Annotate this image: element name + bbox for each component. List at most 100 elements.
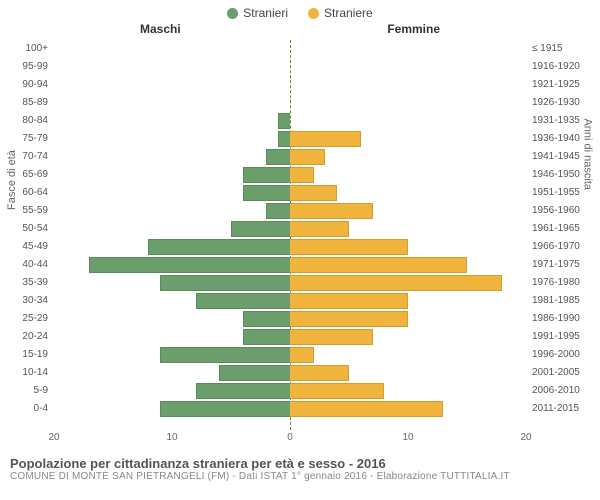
bar-area xyxy=(54,77,526,93)
bar-female xyxy=(290,167,314,183)
bar-male xyxy=(196,383,290,399)
bar-male xyxy=(278,113,290,129)
age-row: 20-241991-1995 xyxy=(54,328,526,346)
bar-male xyxy=(243,311,290,327)
age-label: 75-79 xyxy=(4,133,48,144)
bar-area xyxy=(54,383,526,399)
birth-label: ≤ 1915 xyxy=(532,43,596,54)
birth-label: 1921-1925 xyxy=(532,79,596,90)
age-row: 45-491966-1970 xyxy=(54,238,526,256)
age-row: 85-891926-1930 xyxy=(54,94,526,112)
age-label: 10-14 xyxy=(4,367,48,378)
age-label: 85-89 xyxy=(4,97,48,108)
age-label: 65-69 xyxy=(4,169,48,180)
age-row: 80-841931-1935 xyxy=(54,112,526,130)
age-label: 30-34 xyxy=(4,295,48,306)
bar-area xyxy=(54,203,526,219)
legend-label-male: Stranieri xyxy=(243,6,288,20)
age-row: 95-991916-1920 xyxy=(54,58,526,76)
x-tick: 20 xyxy=(48,432,59,443)
bar-area xyxy=(54,275,526,291)
bar-female xyxy=(290,257,467,273)
bar-female xyxy=(290,221,349,237)
age-label: 70-74 xyxy=(4,151,48,162)
birth-label: 1966-1970 xyxy=(532,241,596,252)
bar-male xyxy=(243,185,290,201)
bar-male xyxy=(89,257,290,273)
bar-male xyxy=(243,329,290,345)
bar-area xyxy=(54,293,526,309)
x-tick: 10 xyxy=(402,432,413,443)
age-row: 0-42011-2015 xyxy=(54,400,526,418)
footer-source: COMUNE DI MONTE SAN PIETRANGELI (FM) - D… xyxy=(10,471,590,482)
age-label: 40-44 xyxy=(4,259,48,270)
age-row: 30-341981-1985 xyxy=(54,292,526,310)
age-row: 5-92006-2010 xyxy=(54,382,526,400)
age-label: 5-9 xyxy=(4,385,48,396)
age-label: 35-39 xyxy=(4,277,48,288)
age-row: 40-441971-1975 xyxy=(54,256,526,274)
age-row: 15-191996-2000 xyxy=(54,346,526,364)
birth-label: 1936-1940 xyxy=(532,133,596,144)
bar-area xyxy=(54,311,526,327)
legend-item-female: Straniere xyxy=(308,6,373,20)
age-label: 15-19 xyxy=(4,349,48,360)
bar-area xyxy=(54,167,526,183)
birth-label: 2006-2010 xyxy=(532,385,596,396)
bar-area xyxy=(54,347,526,363)
legend-item-male: Stranieri xyxy=(227,6,288,20)
bar-male xyxy=(278,131,290,147)
bar-area xyxy=(54,239,526,255)
bar-female xyxy=(290,383,384,399)
bar-male xyxy=(160,401,290,417)
bar-female xyxy=(290,185,337,201)
footer: Popolazione per cittadinanza straniera p… xyxy=(0,450,600,482)
header-female: Femmine xyxy=(387,22,440,36)
age-label: 0-4 xyxy=(4,403,48,414)
x-tick: 0 xyxy=(287,432,293,443)
age-label: 95-99 xyxy=(4,61,48,72)
bar-male xyxy=(196,293,290,309)
age-label: 45-49 xyxy=(4,241,48,252)
swatch-female xyxy=(308,8,319,19)
bar-male xyxy=(148,239,290,255)
birth-label: 2011-2015 xyxy=(532,403,596,414)
age-row: 60-641951-1955 xyxy=(54,184,526,202)
age-row: 10-142001-2005 xyxy=(54,364,526,382)
bar-female xyxy=(290,401,443,417)
age-label: 100+ xyxy=(4,43,48,54)
birth-label: 1996-2000 xyxy=(532,349,596,360)
bar-female xyxy=(290,293,408,309)
x-tick: 20 xyxy=(520,432,531,443)
bar-area xyxy=(54,221,526,237)
birth-label: 1961-1965 xyxy=(532,223,596,234)
age-label: 80-84 xyxy=(4,115,48,126)
x-tick: 10 xyxy=(166,432,177,443)
bar-male xyxy=(160,347,290,363)
legend-label-female: Straniere xyxy=(324,6,373,20)
age-label: 90-94 xyxy=(4,79,48,90)
bar-area xyxy=(54,95,526,111)
birth-label: 1971-1975 xyxy=(532,259,596,270)
birth-label: 1951-1955 xyxy=(532,187,596,198)
bar-area xyxy=(54,149,526,165)
bar-male xyxy=(243,167,290,183)
bar-female xyxy=(290,347,314,363)
bar-female xyxy=(290,365,349,381)
header-male: Maschi xyxy=(140,22,181,36)
bar-female xyxy=(290,203,373,219)
bar-area xyxy=(54,365,526,381)
x-axis: 201001020 xyxy=(54,430,526,450)
bar-area xyxy=(54,257,526,273)
age-row: 65-691946-1950 xyxy=(54,166,526,184)
birth-label: 1986-1990 xyxy=(532,313,596,324)
age-row: 90-941921-1925 xyxy=(54,76,526,94)
footer-title: Popolazione per cittadinanza straniera p… xyxy=(10,456,590,471)
legend: Stranieri Straniere xyxy=(0,0,600,22)
chart-container: Stranieri Straniere Maschi Femmine Fasce… xyxy=(0,0,600,500)
bar-area xyxy=(54,41,526,57)
bar-female xyxy=(290,239,408,255)
birth-label: 1956-1960 xyxy=(532,205,596,216)
swatch-male xyxy=(227,8,238,19)
bar-area xyxy=(54,401,526,417)
